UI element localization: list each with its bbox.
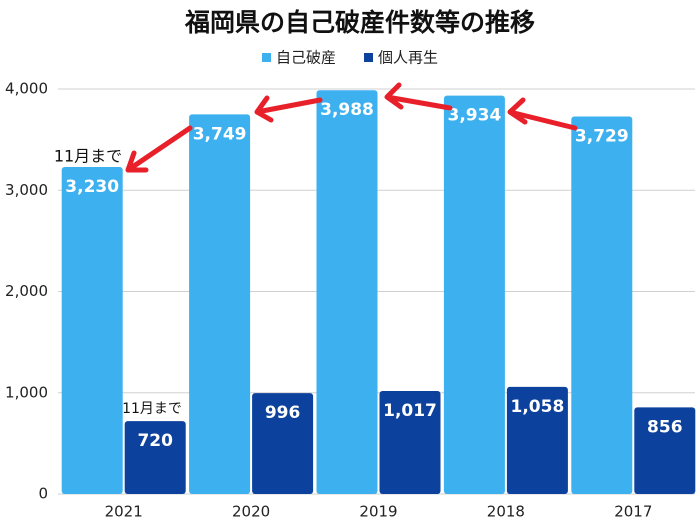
y-tick-label: 0 — [38, 485, 48, 503]
arrow — [507, 97, 578, 131]
arrow — [125, 125, 193, 173]
bars: 2021 3,230 720 2020 3,749 996 2019 3,988 1,017 20… — [61, 90, 696, 521]
legend-swatch — [262, 53, 271, 62]
bar — [379, 391, 441, 494]
legend: 自己破産 個人再生 — [262, 49, 438, 67]
value-label: 3,749 — [193, 124, 247, 144]
arrows — [125, 82, 578, 173]
value-label: 3,230 — [65, 177, 119, 197]
y-tick-label: 2,000 — [5, 282, 48, 300]
bar — [61, 166, 123, 494]
annotation: 11月まで — [54, 147, 122, 166]
value-label: 996 — [265, 403, 301, 423]
legend-label: 自己破産 — [276, 49, 336, 67]
value-label: 1,017 — [383, 401, 437, 421]
bar — [316, 90, 378, 494]
arrow — [254, 95, 323, 123]
value-label: 3,729 — [575, 126, 629, 146]
legend-swatch — [364, 53, 374, 62]
y-tick-label: 4,000 — [5, 80, 48, 98]
bar — [634, 407, 696, 494]
chart-title: 福岡県の自己破産件数等の推移 — [184, 8, 535, 37]
bar — [506, 386, 568, 494]
x-tick-label: 2018 — [487, 503, 525, 521]
x-tick-label: 2017 — [614, 503, 652, 521]
x-tick-label: 2019 — [359, 503, 397, 521]
x-tick-label: 2021 — [105, 503, 143, 521]
bar — [189, 114, 251, 494]
value-label: 3,988 — [320, 100, 374, 120]
value-label: 856 — [647, 417, 683, 437]
y-tick-label: 3,000 — [5, 181, 48, 199]
y-tick-label: 1,000 — [5, 383, 48, 401]
x-tick-label: 2020 — [232, 503, 270, 521]
arrow — [384, 82, 453, 111]
bar — [443, 95, 505, 495]
annotation: 11月まで — [122, 401, 182, 417]
bar — [252, 393, 314, 494]
value-label: 720 — [137, 431, 173, 451]
bar — [571, 116, 633, 494]
value-label: 1,058 — [511, 397, 565, 417]
legend-label: 個人再生 — [378, 49, 438, 67]
bar — [124, 421, 186, 494]
value-label: 3,934 — [448, 106, 502, 126]
